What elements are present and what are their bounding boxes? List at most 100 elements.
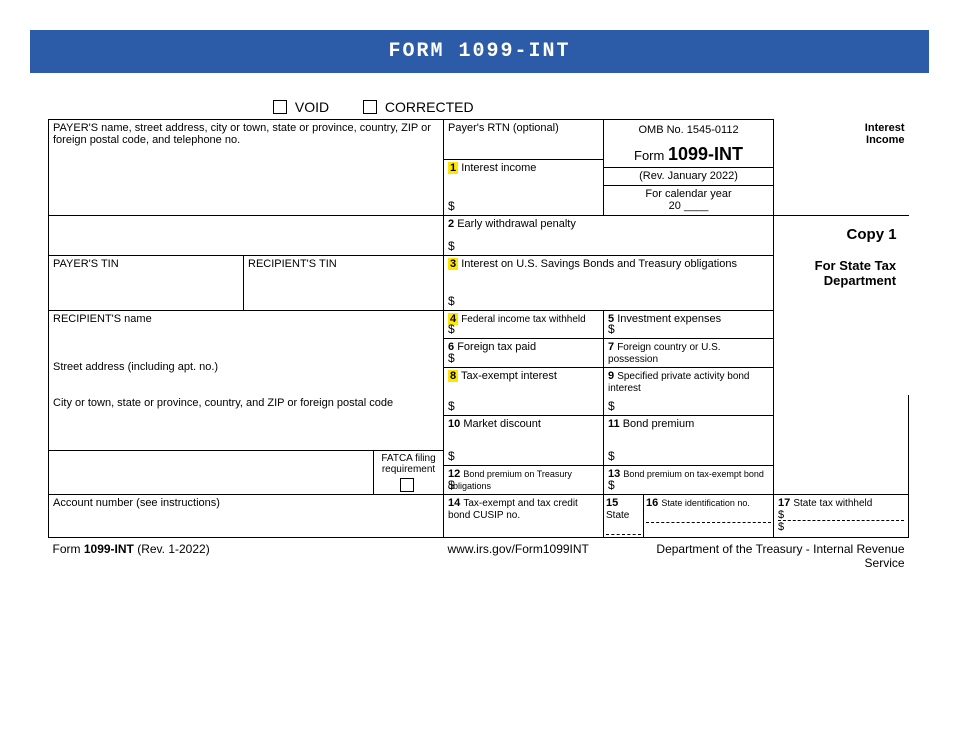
box9-cell[interactable]: 9 Specified private activity bond intere…	[604, 368, 774, 416]
title-line2: Income	[778, 134, 905, 146]
omb-form-cell: OMB No. 1545-0112 Form 1099-INT	[604, 120, 774, 168]
page-banner: FORM 1099-INT	[30, 30, 929, 73]
box8-cell[interactable]: 8 Tax-exempt interest $	[444, 368, 604, 416]
box16-cell[interactable]: 16 State identification no.	[644, 495, 774, 538]
account-number-cell[interactable]: Account number (see instructions)	[49, 495, 444, 538]
footer-right: Department of the Treasury - Internal Re…	[644, 538, 909, 573]
fatca-checkbox[interactable]	[400, 478, 414, 492]
omb-number: OMB No. 1545-0112	[608, 122, 769, 136]
box5-cell[interactable]: 5 Investment expenses $	[604, 311, 774, 339]
box14-label: Tax-exempt and tax credit bond CUSIP no.	[448, 498, 578, 521]
rev-cell: (Rev. January 2022)	[604, 168, 774, 186]
box9-num: 9	[608, 370, 614, 382]
box5-label: Investment expenses	[617, 313, 721, 325]
box7-cell[interactable]: 7 Foreign country or U.S. possession	[604, 339, 774, 368]
box10-label: Market discount	[463, 418, 541, 430]
box11-label: Bond premium	[623, 418, 695, 430]
dollar-icon: $	[608, 478, 615, 492]
recipient-tin-cell[interactable]: RECIPIENT'S TIN	[244, 256, 444, 311]
box12-cell[interactable]: 12 Bond premium on Treasury obligations …	[444, 466, 604, 495]
box15-label: State	[606, 510, 629, 521]
payer-info-bottom[interactable]	[49, 216, 444, 256]
state-dept-cell: For State Tax Department	[774, 256, 909, 416]
payer-info-cell[interactable]: PAYER'S name, street address, city or to…	[49, 120, 444, 216]
box8-num: 8	[448, 370, 458, 382]
box15-cell[interactable]: 15 State	[604, 495, 644, 538]
recipient-name-label: RECIPIENT'S name	[53, 313, 152, 325]
box1-num: 1	[448, 162, 458, 174]
year-prefix: 20 ____	[608, 200, 769, 212]
payer-tin-label: PAYER'S TIN	[53, 258, 119, 270]
payer-rtn-cell[interactable]: Payer's RTN (optional)	[444, 120, 604, 160]
fatca-line2: requirement	[378, 464, 439, 475]
box17-cell[interactable]: 17 State tax withheld $ $	[774, 495, 909, 538]
title-cell: Interest Income	[774, 120, 909, 216]
recipient-tin-label: RECIPIENT'S TIN	[248, 258, 337, 270]
footer-center: www.irs.gov/Form1099INT	[444, 538, 644, 573]
box3-label: Interest on U.S. Savings Bonds and Treas…	[461, 258, 737, 270]
corrected-checkbox[interactable]	[363, 100, 377, 114]
box6-cell[interactable]: 6 Foreign tax paid $	[444, 339, 604, 368]
dollar-icon: $	[448, 449, 455, 463]
title-line1: Interest	[778, 122, 905, 134]
dollar-icon: $	[608, 322, 615, 336]
city-line-cell[interactable]: City or town, state or province, country…	[49, 395, 444, 451]
dollar-icon: $	[448, 399, 455, 413]
dollar-icon: $	[448, 351, 455, 365]
fatca-left-spacer	[49, 451, 374, 495]
box13-label: Bond premium on tax-exempt bond	[623, 469, 764, 479]
fatca-cell: FATCA filing requirement	[374, 451, 444, 495]
fatca-line1: FATCA filing	[378, 453, 439, 464]
form-number: Form 1099-INT	[608, 136, 769, 165]
box1-cell[interactable]: 1 Interest income $	[444, 160, 604, 216]
box2-label: Early withdrawal penalty	[457, 218, 576, 230]
box14-cell[interactable]: 14 Tax-exempt and tax credit bond CUSIP …	[444, 495, 604, 538]
copy1-cell: Copy 1	[774, 216, 909, 256]
box4-label: Federal income tax withheld	[461, 314, 586, 325]
footer-left: Form 1099-INT (Rev. 1-2022)	[49, 538, 444, 573]
dollar-icon: $	[448, 322, 455, 336]
copy1-label: Copy 1	[778, 218, 905, 243]
corrected-label: CORRECTED	[385, 99, 474, 115]
payer-tin-cell[interactable]: PAYER'S TIN	[49, 256, 244, 311]
dollar-icon: $	[608, 449, 615, 463]
void-checkbox[interactable]	[273, 100, 287, 114]
box16-num: 16	[646, 497, 658, 509]
box9-label: Specified private activity bond interest	[608, 371, 749, 394]
box13-cell[interactable]: 13 Bond premium on tax-exempt bond $	[604, 466, 774, 495]
street-address-cell[interactable]: Street address (including apt. no.)	[49, 339, 444, 395]
dollar-icon: $	[448, 294, 455, 308]
form-table: PAYER'S name, street address, city or to…	[48, 119, 929, 572]
payer-info-label: PAYER'S name, street address, city or to…	[53, 122, 431, 146]
state-dept-line1: For State Tax	[778, 258, 904, 273]
box7-label: Foreign country or U.S. possession	[608, 342, 721, 365]
recipient-name-cell[interactable]: RECIPIENT'S name	[49, 311, 444, 339]
box8-label: Tax-exempt interest	[461, 370, 557, 382]
box10-cell[interactable]: 10 Market discount $	[444, 416, 604, 466]
box11-cell[interactable]: 11 Bond premium $	[604, 416, 774, 466]
street-address-label: Street address (including apt. no.)	[53, 361, 218, 373]
box2-num: 2	[448, 218, 454, 230]
box16-label: State identification no.	[661, 498, 750, 508]
dollar-icon: $	[608, 399, 615, 413]
box3-num: 3	[448, 258, 458, 270]
box4-cell[interactable]: 4 Federal income tax withheld $	[444, 311, 604, 339]
city-line-label: City or town, state or province, country…	[53, 397, 393, 409]
dollar-icon: $	[448, 199, 455, 213]
box17-label: State tax withheld	[793, 498, 872, 509]
calendar-year-cell: For calendar year 20 ____	[604, 186, 774, 216]
box12-label: Bond premium on Treasury obligations	[448, 469, 572, 491]
box2-cell[interactable]: 2 Early withdrawal penalty $	[444, 216, 774, 256]
box17-num: 17	[778, 497, 790, 509]
form-container: VOID CORRECTED PAYER'S name, street addr…	[0, 73, 959, 572]
dollar-icon: $	[448, 478, 455, 492]
dollar-icon: $	[448, 239, 455, 253]
box1-label: Interest income	[461, 162, 536, 174]
calendar-year-label: For calendar year	[608, 188, 769, 200]
box7-num: 7	[608, 341, 614, 353]
state-dept-line2: Department	[778, 273, 904, 288]
top-checkboxes: VOID CORRECTED	[48, 98, 929, 115]
box3-cell[interactable]: 3 Interest on U.S. Savings Bonds and Tre…	[444, 256, 774, 311]
spacer-cell	[909, 395, 929, 495]
box6-label: Foreign tax paid	[457, 341, 536, 353]
